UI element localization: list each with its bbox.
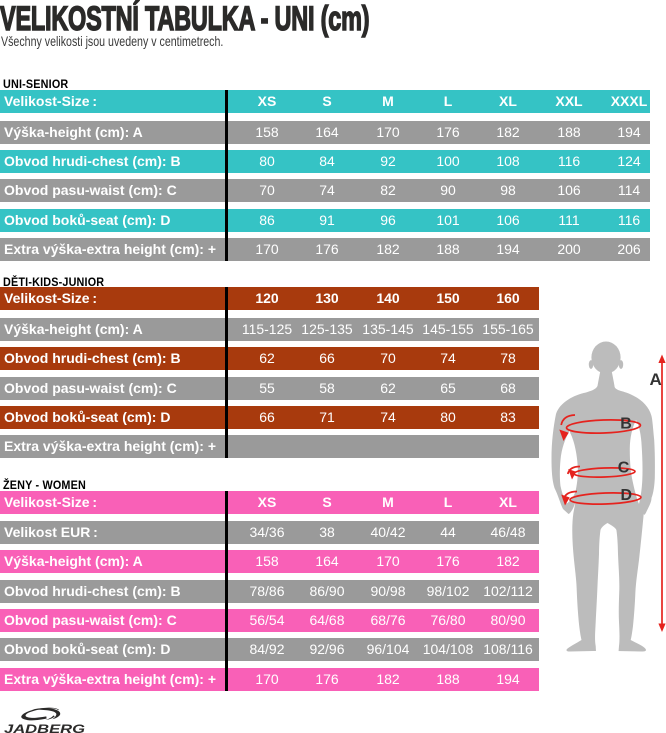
svg-text:D: D — [621, 487, 633, 504]
svg-text:C: C — [618, 460, 630, 477]
svg-text:A: A — [650, 370, 662, 389]
svg-text:B: B — [620, 416, 632, 433]
